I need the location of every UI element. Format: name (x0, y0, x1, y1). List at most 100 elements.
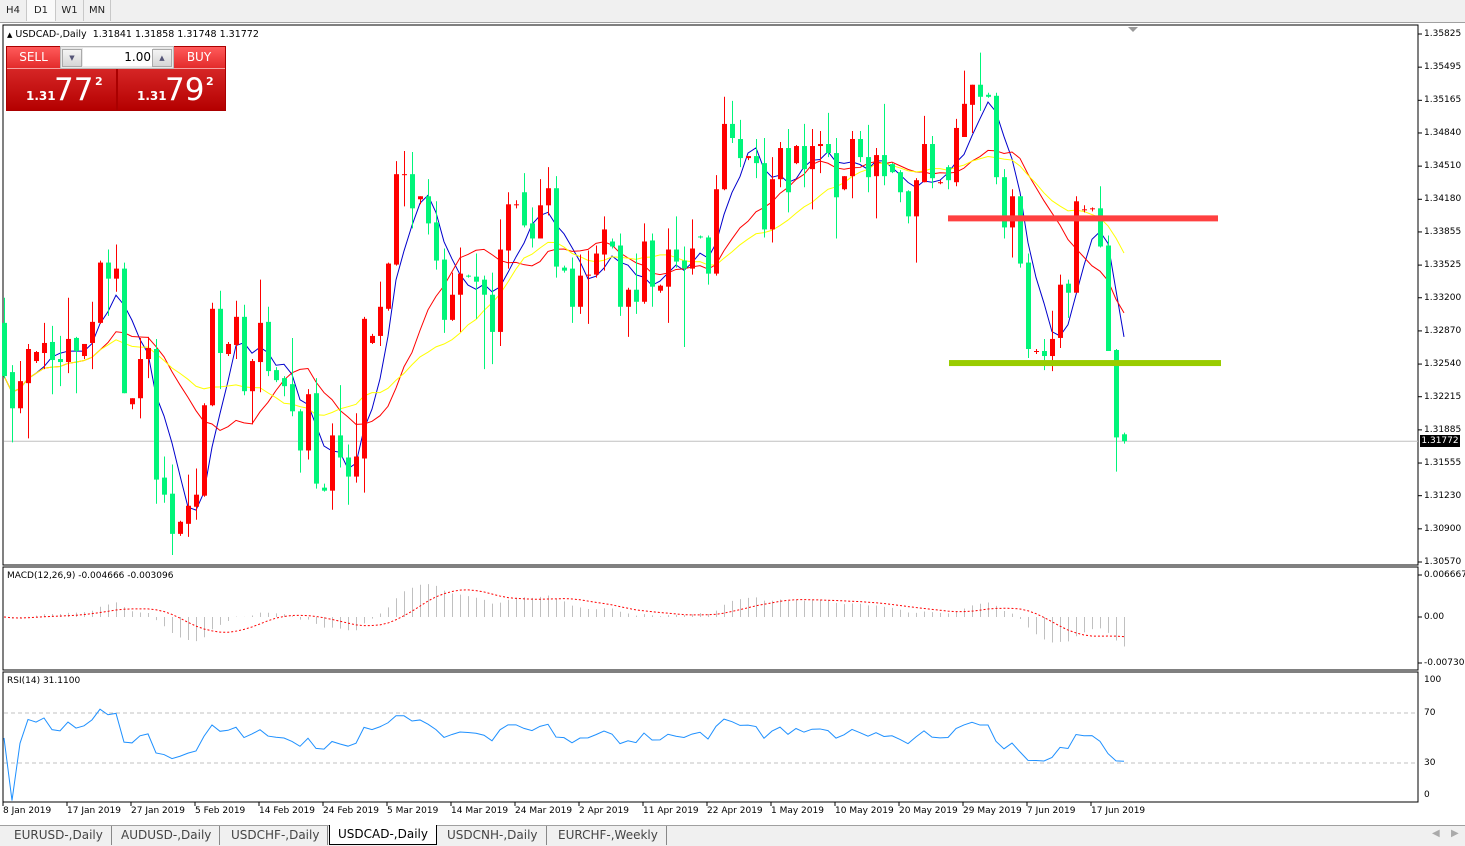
bearish-candle (1122, 434, 1127, 442)
price-axis-label: 1.31555 (1424, 458, 1462, 469)
buy-button[interactable]: BUY 1.31 79 2 (117, 46, 226, 111)
bearish-candle (242, 316, 247, 392)
tab-usdchf[interactable]: USDCHF-,Daily (223, 826, 329, 845)
bullish-candle (82, 343, 87, 357)
bearish-candle (426, 196, 431, 224)
bearish-candle (266, 321, 271, 372)
date-axis-label: 27 Jan 2019 (131, 806, 185, 816)
bearish-candle (50, 341, 55, 361)
increase-lot-button[interactable]: ▲ (152, 49, 172, 67)
bullish-candle (114, 268, 119, 279)
timeframe-toolbar: H4 D1 W1 MN (0, 0, 1465, 23)
date-axis-label: 17 Jan 2019 (67, 806, 121, 816)
bullish-candle (666, 249, 671, 287)
ohlc-readout: 1.31841 1.31858 1.31748 1.31772 (92, 29, 259, 40)
bearish-candle (274, 370, 279, 381)
timeframe-mn[interactable]: MN (84, 0, 111, 21)
arrow-right-icon[interactable]: ▶ (1451, 828, 1459, 839)
bullish-candle (42, 342, 47, 354)
buy-label: BUY (173, 47, 225, 69)
bearish-candle (74, 337, 79, 352)
bullish-candle (178, 521, 183, 534)
bearish-candle (930, 144, 935, 179)
bearish-candle (474, 276, 479, 282)
buy-price-pips: 79 (165, 72, 205, 108)
bearish-candle (106, 262, 111, 279)
bullish-candle (138, 359, 143, 399)
bearish-candle (898, 172, 903, 193)
date-axis-label: 24 Feb 2019 (323, 806, 380, 816)
rsi-axis-70: 70 (1424, 708, 1436, 718)
bullish-candle (194, 494, 199, 507)
bullish-candle (1090, 208, 1095, 210)
timeframe-w1[interactable]: W1 (56, 0, 84, 21)
date-axis-label: 11 Apr 2019 (643, 806, 699, 816)
date-axis-label: 5 Mar 2019 (387, 806, 439, 816)
buy-price-prefix: 1.31 (137, 89, 167, 103)
price-axis-label: 1.31230 (1424, 490, 1462, 501)
bearish-candle (698, 236, 703, 238)
bullish-candle (970, 84, 975, 105)
bullish-candle (378, 306, 383, 336)
date-axis-label: 2 Apr 2019 (579, 806, 629, 816)
price-axis-label: 1.32540 (1424, 359, 1462, 370)
bullish-candle (146, 347, 151, 360)
date-axis-label: 20 May 2019 (899, 806, 958, 816)
tab-eurchf[interactable]: EURCHF-,Weekly (550, 826, 667, 845)
bearish-candle (290, 384, 295, 412)
tab-eurusd[interactable]: EURUSD-,Daily (6, 826, 112, 845)
bullish-candle (1074, 201, 1079, 293)
bullish-candle (922, 144, 927, 183)
bearish-candle (906, 191, 911, 217)
bearish-candle (738, 138, 743, 159)
tab-audusd[interactable]: AUDUSD-,Daily (113, 826, 221, 845)
macd-label: MACD(12,26,9) -0.004666 -0.003096 (7, 571, 174, 581)
bearish-candle (554, 188, 559, 267)
bearish-candle (1026, 262, 1031, 349)
timeframe-d1[interactable]: D1 (27, 0, 56, 21)
price-axis-label: 1.33855 (1424, 226, 1462, 237)
date-axis-label: 7 Jun 2019 (1027, 806, 1076, 816)
bearish-candle (570, 268, 575, 307)
decrease-lot-button[interactable]: ▼ (62, 49, 82, 67)
bearish-candle (610, 241, 615, 247)
bearish-candle (706, 237, 711, 274)
date-axis-label: 1 May 2019 (771, 806, 824, 816)
bullish-candle (874, 155, 879, 177)
bearish-candle (490, 294, 495, 332)
bullish-candle (458, 273, 463, 295)
bearish-candle (762, 163, 767, 230)
bullish-candle (954, 127, 959, 183)
lot-size-input[interactable] (83, 48, 153, 66)
bearish-candle (994, 95, 999, 178)
bullish-candle (226, 343, 231, 355)
tab-usdcad[interactable]: USDCAD-,Daily (329, 825, 437, 845)
bullish-candle (690, 248, 695, 269)
date-axis-label: 22 Apr 2019 (707, 806, 763, 816)
date-axis-label: 29 May 2019 (963, 806, 1022, 816)
arrow-left-icon[interactable]: ◀ (1432, 828, 1440, 839)
resistance-line (948, 215, 1218, 222)
macd-signal-line (3, 589, 1125, 638)
support-line (949, 360, 1221, 367)
tab-usdcnh[interactable]: USDCNH-,Daily (439, 826, 547, 845)
macd-panel-frame (2, 566, 1419, 671)
bullish-candle (130, 398, 135, 405)
triangle-up-icon[interactable]: ▲ (7, 31, 13, 39)
bullish-candle (498, 249, 503, 332)
rsi-label: RSI(14) 31.1100 (7, 676, 81, 686)
ma-mid-line (3, 149, 1125, 432)
bullish-candle (394, 174, 399, 265)
timeframe-h4[interactable]: H4 (0, 0, 27, 21)
bearish-candle (466, 275, 471, 277)
bullish-candle (1050, 338, 1055, 357)
sell-price-fraction: 2 (95, 75, 103, 88)
bearish-candle (10, 372, 15, 409)
price-axis-label: 1.30570 (1424, 557, 1462, 567)
price-axis-label: 1.35825 (1424, 29, 1462, 39)
date-axis-label: 10 May 2019 (835, 806, 894, 816)
bearish-candle (802, 146, 807, 170)
rsi-line (3, 708, 1125, 801)
bullish-candle (186, 505, 191, 524)
